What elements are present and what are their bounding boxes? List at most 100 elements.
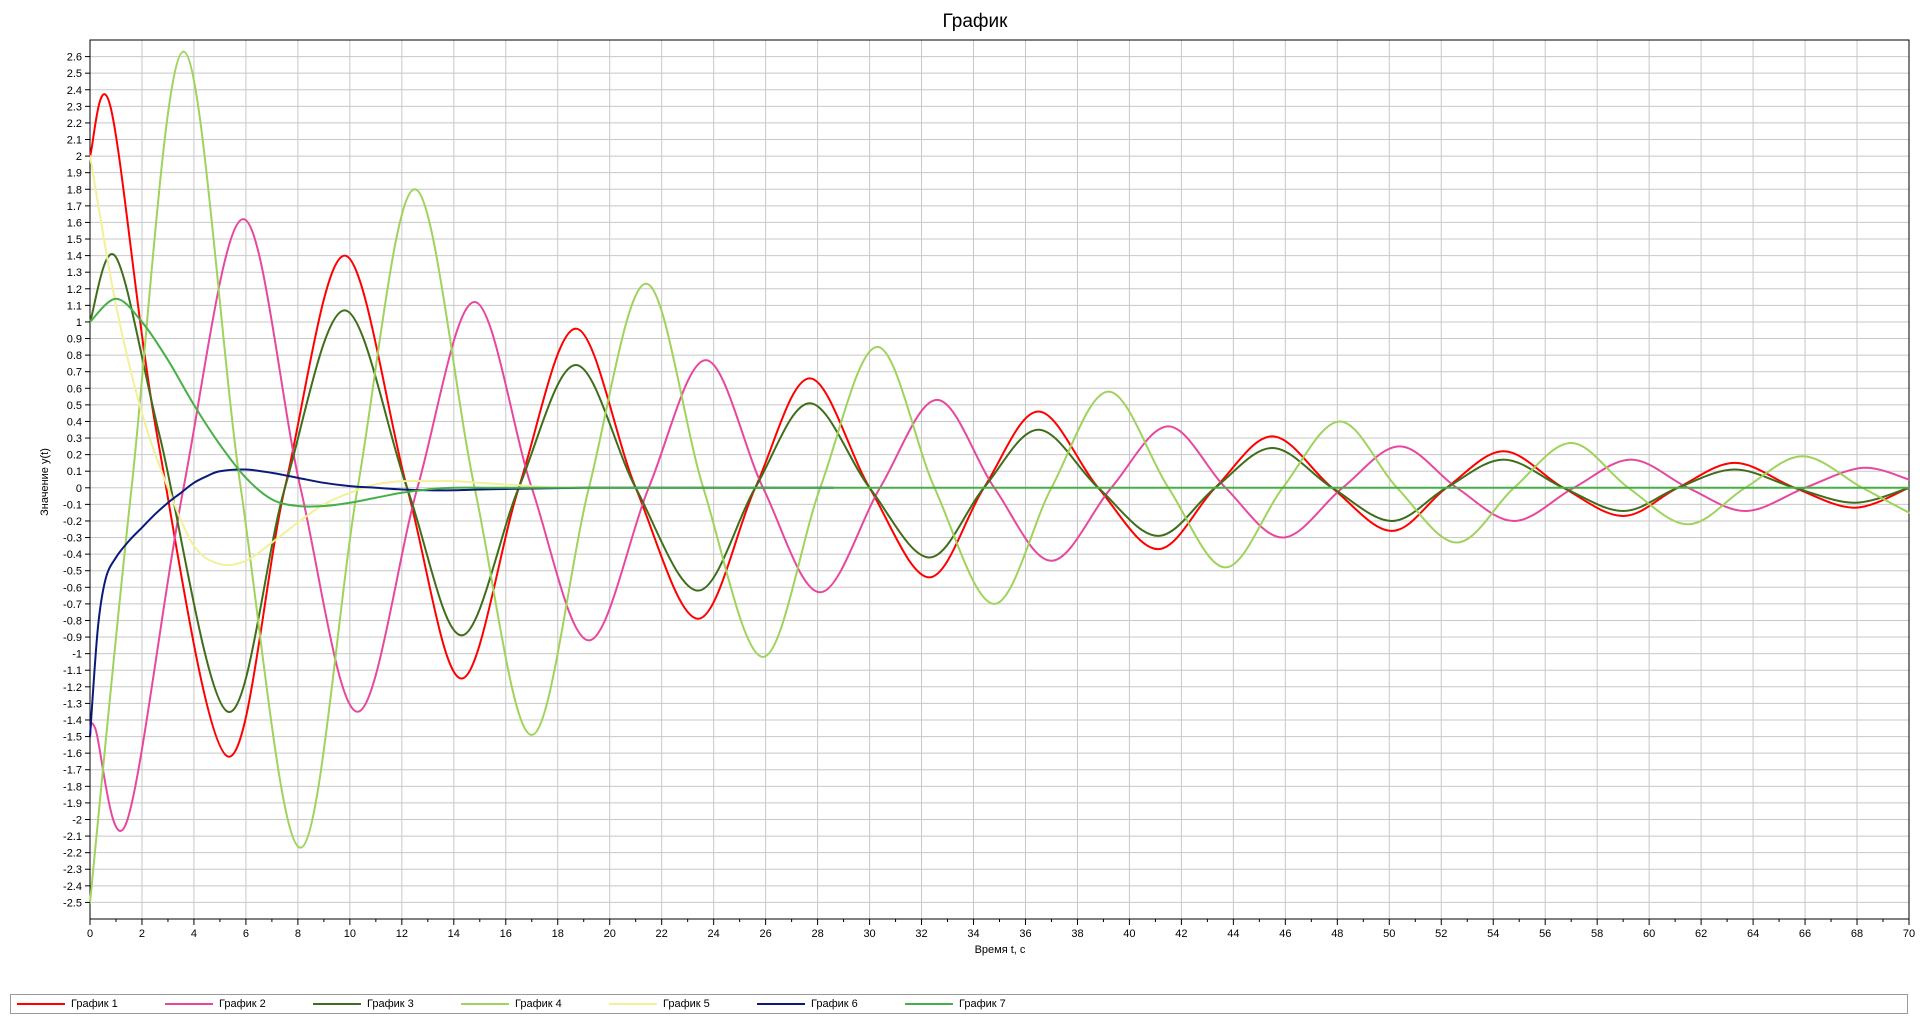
y-tick-label: 1 (76, 317, 82, 329)
x-tick-label: 40 (1123, 928, 1135, 940)
y-tick-label: 1.6 (67, 217, 82, 229)
y-tick-label: -0.1 (63, 499, 82, 511)
y-tick-label: 2 (76, 151, 82, 163)
x-tick-label: 0 (87, 928, 93, 940)
x-tick-label: 42 (1175, 928, 1187, 940)
chart-title: График (943, 11, 1009, 32)
y-tick-label: -0.4 (63, 549, 82, 561)
y-tick-label: -0.7 (63, 599, 82, 611)
tick-layer: 0 2 4 6 8 10 12 14 16 18 20 22 24 26 28 30 32 34 36 38 40 42 4… (63, 52, 1915, 940)
x-tick-label: 14 (448, 928, 460, 940)
legend-label: График 2 (219, 998, 266, 1010)
y-tick-label: -2.4 (63, 881, 82, 893)
series-line-5 (89, 155, 611, 567)
y-tick-label: 0.9 (67, 334, 82, 346)
x-tick-label: 22 (656, 928, 668, 940)
y-tick-label: 0.3 (67, 433, 82, 445)
y-tick-label: 2.6 (67, 52, 82, 64)
y-tick-label: -2.3 (63, 864, 82, 876)
series-layer (89, 50, 1910, 904)
y-tick-label: -0.9 (63, 632, 82, 644)
x-tick-label: 8 (295, 928, 301, 940)
y-tick-label: 2.5 (67, 68, 82, 80)
x-tick-label: 50 (1383, 928, 1395, 940)
y-tick-label: 2.3 (67, 101, 82, 113)
y-tick-label: 1.7 (67, 201, 82, 213)
y-tick-label: 1.5 (67, 234, 82, 246)
y-tick-label: -2.2 (63, 848, 82, 860)
y-tick-label: 0 (76, 483, 82, 495)
x-tick-label: 4 (191, 928, 197, 940)
legend-label: График 4 (515, 998, 562, 1010)
plot-area (89, 39, 1910, 920)
y-tick-label: 1.9 (67, 168, 82, 180)
series-line-2 (89, 218, 1910, 832)
x-axis-label: Время t, с (975, 944, 1026, 956)
y-tick-label: -1.1 (63, 665, 82, 677)
y-tick-label: -1.5 (63, 732, 82, 744)
x-tick-label: 36 (1019, 928, 1031, 940)
y-tick-label: -2.1 (63, 831, 82, 843)
series-line-6 (89, 468, 835, 738)
x-tick-label: 10 (344, 928, 356, 940)
x-tick-label: 58 (1591, 928, 1603, 940)
x-tick-label: 28 (811, 928, 823, 940)
legend-swatch (609, 1003, 657, 1005)
y-tick-label: -0.2 (63, 516, 82, 528)
x-tick-label: 52 (1435, 928, 1447, 940)
x-tick-label: 60 (1643, 928, 1655, 940)
x-tick-label: 6 (243, 928, 249, 940)
chart-grid (89, 40, 1910, 919)
series-line-1 (89, 93, 1910, 758)
x-tick-label: 66 (1799, 928, 1811, 940)
y-tick-label: -0.3 (63, 533, 82, 545)
legend-swatch (905, 1003, 953, 1005)
x-tick-label: 44 (1227, 928, 1239, 940)
y-tick-label: 0.4 (67, 416, 82, 428)
x-tick-label: 38 (1071, 928, 1083, 940)
y-tick-label: 1.3 (67, 267, 82, 279)
x-tick-label: 24 (708, 928, 720, 940)
y-tick-label: -1.6 (63, 748, 82, 760)
x-tick-label: 62 (1695, 928, 1707, 940)
y-tick-label: -0.8 (63, 615, 82, 627)
y-tick-label: 2.4 (67, 85, 82, 97)
y-tick-label: -1.9 (63, 798, 82, 810)
x-tick-label: 46 (1279, 928, 1291, 940)
x-tick-label: 30 (863, 928, 875, 940)
legend-item-4: График 4 (455, 998, 603, 1010)
legend-label: График 7 (959, 998, 1006, 1010)
y-tick-label: -1.7 (63, 765, 82, 777)
legend-item-5: График 5 (603, 998, 751, 1010)
y-tick-label: 1.4 (67, 251, 82, 263)
y-tick-label: 0.1 (67, 466, 82, 478)
x-tick-label: 64 (1747, 928, 1759, 940)
y-tick-label: 1.2 (67, 284, 82, 296)
y-tick-label: 2.1 (67, 135, 82, 147)
x-tick-label: 54 (1487, 928, 1499, 940)
series-line-3 (89, 253, 1910, 713)
y-tick-label: -2.5 (63, 897, 82, 909)
legend-item-3: График 3 (307, 998, 455, 1010)
legend-label: График 5 (663, 998, 710, 1010)
y-tick-label: -1.4 (63, 715, 82, 727)
y-tick-label: 2.2 (67, 118, 82, 130)
y-tick-label: 1.1 (67, 300, 82, 312)
y-tick-label: -1.3 (63, 698, 82, 710)
legend-swatch (313, 1003, 361, 1005)
legend-item-1: График 1 (11, 998, 159, 1010)
x-tick-label: 56 (1539, 928, 1551, 940)
legend-item-6: График 6 (751, 998, 899, 1010)
series-line-4 (89, 50, 1910, 904)
legend-item-7: График 7 (899, 998, 1047, 1010)
y-tick-label: 0.2 (67, 450, 82, 462)
y-tick-label: -2 (72, 814, 82, 826)
y-tick-label: -1.8 (63, 781, 82, 793)
legend-swatch (461, 1003, 509, 1005)
y-tick-label: 0.8 (67, 350, 82, 362)
legend-swatch (757, 1003, 805, 1005)
legend-swatch (165, 1003, 213, 1005)
y-tick-label: 0.7 (67, 367, 82, 379)
series-line-7 (89, 297, 1910, 508)
y-tick-label: 1.8 (67, 184, 82, 196)
